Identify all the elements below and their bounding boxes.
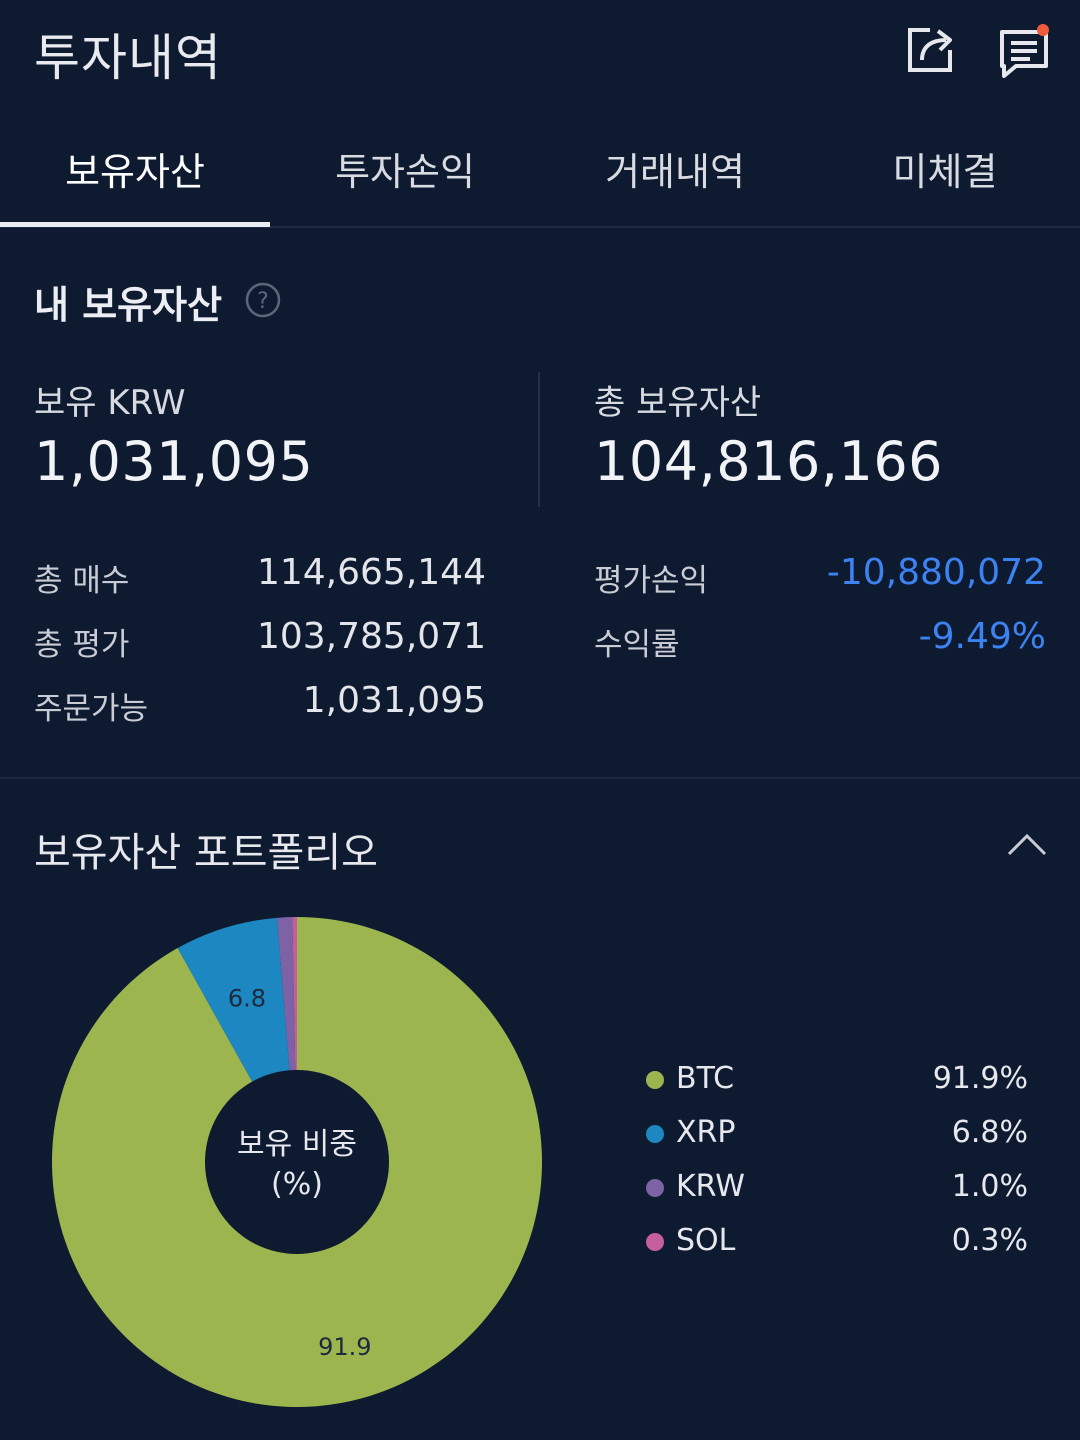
share-icon[interactable] bbox=[900, 20, 962, 82]
orderable-value: 1,031,095 bbox=[302, 680, 486, 721]
krw-label: 보유 KRW bbox=[34, 383, 186, 423]
tab-profit-loss[interactable]: 투자손익 bbox=[335, 150, 475, 194]
notice-icon[interactable] bbox=[994, 20, 1056, 82]
orderable-label: 주문가능 bbox=[34, 691, 149, 727]
legend-pct-xrp: 6.8% bbox=[951, 1115, 1028, 1150]
donut-slice-xrp bbox=[177, 917, 290, 1082]
legend-dot-btc bbox=[646, 1071, 664, 1089]
krw-value: 1,031,095 bbox=[34, 430, 314, 493]
chevron-up-icon[interactable] bbox=[1004, 826, 1050, 862]
active-tab-indicator bbox=[0, 222, 270, 227]
legend-item-krw: KRW 1.0% bbox=[640, 1163, 1030, 1217]
total-assets-label: 총 보유자산 bbox=[594, 383, 762, 423]
portfolio-title: 보유자산 포트폴리오 bbox=[34, 830, 378, 876]
section-divider bbox=[0, 777, 1080, 779]
portfolio-legend: BTC 91.9% XRP 6.8% KRW 1.0% SOL 0.3% bbox=[640, 1055, 1030, 1271]
legend-pct-btc: 91.9% bbox=[932, 1061, 1028, 1096]
total-eval-value: 103,785,071 bbox=[256, 616, 486, 657]
legend-item-btc: BTC 91.9% bbox=[640, 1055, 1030, 1109]
tab-trade-history[interactable]: 거래내역 bbox=[605, 150, 745, 194]
page-title: 투자내역 bbox=[34, 29, 222, 87]
legend-dot-krw bbox=[646, 1179, 664, 1197]
donut-slice-btc bbox=[51, 917, 542, 1407]
legend-dot-sol bbox=[646, 1233, 664, 1251]
eval-pl-value: -10,880,072 bbox=[826, 552, 1046, 593]
tab-holdings[interactable]: 보유자산 bbox=[65, 150, 205, 194]
holdings-section-title: 내 보유자산 bbox=[34, 283, 223, 327]
svg-text:?: ? bbox=[257, 289, 269, 314]
legend-name-xrp: XRP bbox=[676, 1115, 736, 1150]
legend-dot-xrp bbox=[646, 1125, 664, 1143]
donut-label-xrp: 6.8 bbox=[228, 984, 266, 1012]
donut-center-line2: (%) bbox=[271, 1167, 323, 1202]
help-icon[interactable]: ? bbox=[244, 281, 282, 319]
top-bar: 투자내역 bbox=[0, 0, 1080, 110]
portfolio-donut-chart: 91.9 6.8 bbox=[51, 917, 542, 1407]
donut-slice-krw bbox=[277, 917, 296, 1071]
total-buy-value: 114,665,144 bbox=[256, 552, 486, 593]
legend-name-sol: SOL bbox=[676, 1223, 736, 1258]
legend-name-krw: KRW bbox=[676, 1169, 745, 1204]
donut-center-label: 보유 비중 (%) bbox=[205, 1125, 389, 1205]
total-assets-value: 104,816,166 bbox=[594, 430, 944, 493]
legend-pct-sol: 0.3% bbox=[951, 1223, 1028, 1258]
legend-item-xrp: XRP 6.8% bbox=[640, 1109, 1030, 1163]
return-rate-label: 수익률 bbox=[594, 627, 680, 663]
donut-label-btc: 91.9 bbox=[318, 1333, 371, 1361]
donut-slice-sol bbox=[292, 917, 297, 1071]
tab-unfilled[interactable]: 미체결 bbox=[892, 150, 998, 194]
total-buy-label: 총 매수 bbox=[34, 563, 130, 599]
donut-center-line1: 보유 비중 bbox=[237, 1127, 357, 1162]
eval-pl-label: 평가손익 bbox=[594, 563, 709, 599]
legend-item-sol: SOL 0.3% bbox=[640, 1217, 1030, 1271]
return-rate-value: -9.49% bbox=[918, 616, 1046, 657]
legend-pct-krw: 1.0% bbox=[951, 1169, 1028, 1204]
summary-divider bbox=[538, 372, 540, 507]
tab-bar: 보유자산 투자손익 거래내역 미체결 bbox=[0, 120, 1080, 228]
total-eval-label: 총 평가 bbox=[34, 627, 130, 663]
legend-name-btc: BTC bbox=[676, 1061, 735, 1096]
